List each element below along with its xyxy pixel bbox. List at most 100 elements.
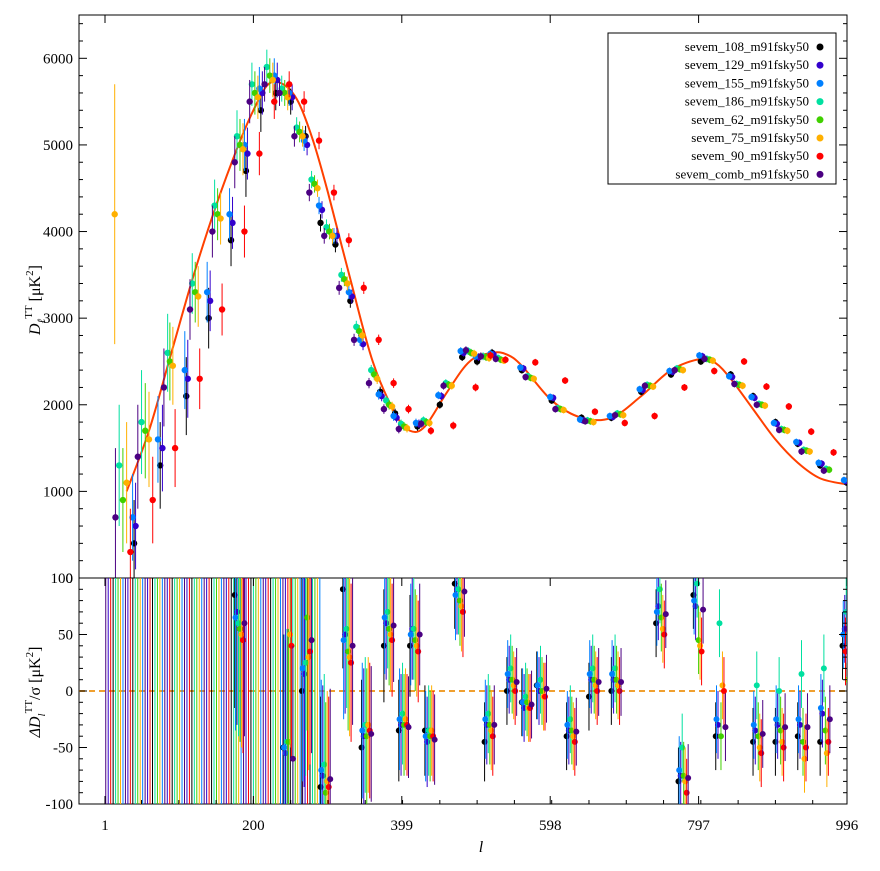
data-point bbox=[620, 411, 627, 419]
residual-point bbox=[659, 625, 666, 632]
data-point bbox=[254, 94, 262, 101]
residual-point bbox=[424, 738, 431, 745]
data-point bbox=[470, 350, 478, 357]
data-point bbox=[123, 479, 130, 486]
data-point bbox=[681, 384, 688, 391]
bottom-x-axis: 1 200 399 598 797 996 bbox=[101, 578, 859, 834]
data-point bbox=[195, 293, 202, 300]
residual-point bbox=[804, 724, 811, 731]
residual-point bbox=[289, 755, 296, 762]
x-tick-label: 200 bbox=[242, 818, 265, 834]
data-point bbox=[269, 76, 276, 84]
residual-point bbox=[452, 591, 459, 598]
data-point bbox=[522, 373, 529, 381]
data-point bbox=[160, 384, 168, 391]
top-ylabel-symbol: D bbox=[27, 323, 44, 336]
residual-point bbox=[322, 789, 329, 796]
data-point bbox=[156, 462, 164, 469]
data-point bbox=[532, 359, 539, 366]
data-point bbox=[321, 232, 328, 240]
residual-point bbox=[358, 744, 365, 751]
residual-point bbox=[537, 676, 544, 683]
legend-marker bbox=[816, 170, 824, 178]
bottom-y-tick-label: -50 bbox=[53, 741, 73, 757]
legend-marker bbox=[816, 61, 824, 69]
residual-point bbox=[304, 614, 311, 621]
residual-point bbox=[458, 603, 465, 610]
data-point bbox=[299, 133, 306, 140]
data-point bbox=[256, 150, 263, 157]
data-point bbox=[763, 383, 770, 390]
residual-point bbox=[503, 688, 510, 694]
legend-marker bbox=[816, 134, 824, 142]
residual-point bbox=[713, 716, 720, 723]
data-point bbox=[115, 462, 123, 469]
data-point bbox=[315, 202, 323, 209]
residual-point bbox=[822, 727, 829, 734]
residual-point bbox=[368, 730, 375, 737]
data-point bbox=[761, 402, 769, 409]
residual-point bbox=[802, 744, 809, 751]
data-point bbox=[590, 418, 597, 426]
data-point bbox=[561, 377, 569, 384]
data-point bbox=[276, 89, 283, 97]
top-ylabel-unit: [μK bbox=[27, 275, 44, 301]
bottom-ylabel-unit-close: ] bbox=[27, 647, 44, 652]
residual-point bbox=[773, 716, 780, 723]
residual-point bbox=[772, 738, 779, 745]
data-point bbox=[611, 411, 619, 419]
legend-label: sevem_129_m91fsky50 bbox=[685, 57, 809, 72]
legend-label: sevem_62_m91fsky50 bbox=[691, 112, 809, 127]
data-point bbox=[621, 419, 628, 427]
residual-point bbox=[410, 625, 417, 632]
legend-label: sevem_90_m91fsky50 bbox=[691, 148, 809, 163]
residual-point bbox=[491, 721, 498, 728]
data-point bbox=[134, 453, 142, 460]
residual-point bbox=[459, 608, 466, 615]
residual-point bbox=[485, 710, 492, 717]
data-point bbox=[261, 81, 268, 88]
residual-point bbox=[389, 637, 396, 644]
data-point bbox=[111, 211, 118, 218]
top-y-axis-label: DℓTT [μK2] bbox=[23, 265, 48, 336]
data-point bbox=[263, 63, 271, 71]
residual-point bbox=[456, 597, 463, 604]
data-point bbox=[205, 314, 212, 322]
residual-point bbox=[714, 721, 721, 728]
residual-point bbox=[507, 665, 514, 672]
residual-point bbox=[345, 648, 352, 655]
residual-point bbox=[797, 721, 804, 728]
residual-point bbox=[346, 654, 353, 661]
residual-point bbox=[694, 580, 701, 587]
residual-point bbox=[594, 688, 601, 694]
residual-point bbox=[422, 733, 429, 740]
residual-point bbox=[543, 685, 550, 692]
data-point bbox=[189, 280, 196, 287]
residual-point bbox=[522, 693, 529, 700]
residual-point bbox=[776, 688, 783, 694]
data-point bbox=[560, 406, 567, 414]
residual-point bbox=[839, 642, 846, 649]
legend-box bbox=[607, 32, 837, 185]
bottom-ylabel-subscript: l bbox=[36, 713, 48, 716]
data-point bbox=[448, 382, 455, 389]
residual-point bbox=[612, 665, 619, 672]
data-point bbox=[457, 347, 464, 355]
residual-point bbox=[756, 744, 763, 751]
data-point bbox=[314, 185, 321, 192]
residual-point bbox=[405, 724, 412, 731]
data-point bbox=[375, 336, 382, 344]
data-point bbox=[284, 94, 291, 101]
data-point bbox=[806, 448, 813, 455]
data-point bbox=[517, 364, 524, 371]
data-point bbox=[112, 514, 119, 521]
residual-point bbox=[653, 620, 660, 627]
residual-point bbox=[655, 603, 662, 610]
data-point bbox=[186, 306, 194, 313]
residual-point bbox=[798, 671, 805, 678]
residual-point bbox=[513, 678, 520, 685]
data-point bbox=[130, 540, 138, 547]
residual-point bbox=[564, 721, 571, 728]
residual-point bbox=[753, 682, 760, 689]
residual-point bbox=[233, 608, 240, 615]
